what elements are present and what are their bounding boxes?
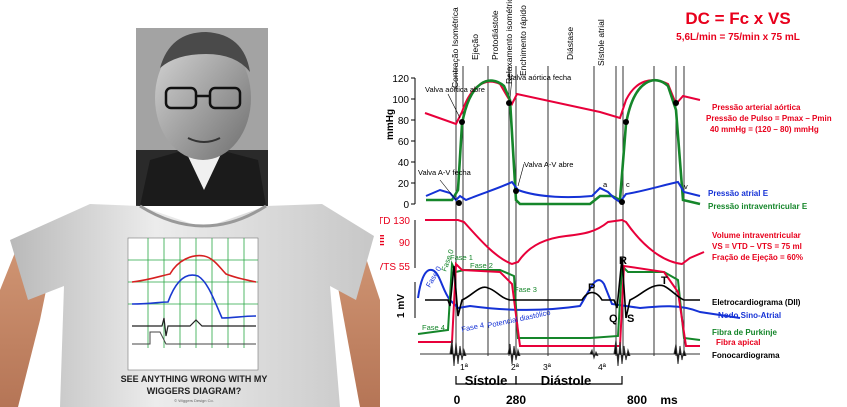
valve-dot [456, 200, 462, 206]
valve-dot [623, 119, 629, 125]
valve-event-dots [456, 100, 679, 206]
legend-atrial: Pressão atrial E [708, 189, 769, 198]
pressure-tick: 40 [398, 158, 410, 169]
wave-v-label: v [684, 182, 688, 191]
legend-apical: Fibra apical [716, 338, 760, 347]
pressure-tick: 80 [398, 116, 410, 127]
wave-c-label: c [626, 180, 630, 189]
ecg-trace [425, 257, 700, 319]
phase-lines [455, 66, 685, 356]
valve-dot [459, 119, 465, 125]
atrial-pressure-curve [425, 180, 701, 204]
pressure-tick: 100 [392, 95, 409, 106]
volume-axis: VTD 130 90 VTS 55 ml [380, 216, 416, 273]
ap-phase-label: Fase 4 [461, 320, 485, 334]
ap-diastolic-label: Potencial diastólico [487, 308, 552, 330]
pressure-tick: 20 [398, 179, 410, 190]
phase-label: Ejeção [470, 34, 480, 60]
valve-dot [513, 188, 519, 194]
wave-a-label: a [603, 180, 608, 189]
shirt-caption-line1: SEE ANYTHING WRONG WITH MY [121, 374, 268, 384]
head [155, 36, 251, 160]
legend-purkinje: Fibra de Purkinje [712, 328, 777, 337]
pressure-axis-label: mmHg [385, 109, 396, 140]
phase-label: Enchimento rápido [518, 5, 528, 76]
legend-aortic-title: Pressão arterial aórtica [712, 103, 801, 112]
ecg-wave-t: T [661, 275, 668, 287]
sa-node-ap [417, 268, 741, 319]
volume-curve [425, 218, 705, 266]
time-tick: 280 [506, 393, 526, 407]
legend-ventricular: Pressão intraventricular E [708, 202, 808, 211]
legend-ecg: Eletrocardiograma (DII) [712, 298, 801, 307]
phase-label: Relaxamento isométrico [504, 0, 514, 84]
ap-phase-label: Fase 3 [514, 285, 537, 294]
cardiac-output-formula: DC = Fc x VS [685, 9, 790, 28]
heart-sound-label: 3ª [543, 362, 552, 372]
av-opens-label: Valva A-V abre [524, 160, 573, 169]
phonocardiogram-trace [420, 339, 700, 367]
diastole-label: Diástole [541, 373, 592, 388]
systole-label: Sístole [465, 373, 508, 388]
shirt-caption-line2: WIGGERS DIAGRAM? [147, 386, 242, 396]
phase-label: Protodiástole [490, 10, 500, 60]
valve-dot [506, 100, 512, 106]
aortic-closes-label: Valva aórtica fecha [508, 73, 572, 82]
ap-phase-label: Fase 4 [422, 323, 445, 332]
volume-tick: VTS 55 [380, 262, 410, 273]
phase-label: Diástase [565, 27, 575, 60]
heart-sound-label: 2ª [511, 362, 520, 372]
action-potentials [417, 260, 741, 347]
av-closes-label: Valva A-V fecha [418, 168, 472, 177]
ecg-wave-r: R [619, 255, 627, 267]
ecg-axis-label: 1 mV [396, 294, 407, 318]
ap-phase-label: Fase 2 [470, 261, 493, 270]
pressure-tick: 0 [403, 200, 409, 211]
ecg-wave-p: P [588, 282, 595, 294]
cardiac-output-example: 5,6L/min = 75/min x 75 mL [676, 32, 800, 43]
ventricular-pressure-curve [426, 78, 701, 206]
ecg-wave-q: Q [609, 313, 618, 325]
valve-dot [673, 100, 679, 106]
cycle-brackets [455, 376, 623, 385]
photo-man-in-tshirt: SEE ANYTHING WRONG WITH MY WIGGERS DIAGR… [0, 28, 380, 407]
pressure-axis: 120 100 80 60 40 20 0 mmHg [385, 74, 416, 211]
shirt-credit: © Wiggers Design Co. [174, 398, 214, 403]
ecg-wave-s: S [627, 313, 634, 325]
volume-axis-label: ml [380, 234, 387, 246]
legend-sa-node: Nodo Sino-Atrial [718, 311, 781, 320]
legend-aortic-pulse: Pressão de Pulso = Pmax – Pmin [706, 114, 832, 123]
valve-dot [619, 199, 625, 205]
legend-volume-vs: VS = VTD – VTS = 75 ml [712, 242, 802, 251]
time-unit: ms [660, 393, 678, 407]
phase-label: Sístole atrial [596, 19, 606, 66]
legend-aortic-example: 40 mmHg = (120 – 80) mmHg [710, 125, 819, 134]
apical-ap [418, 261, 700, 347]
aortic-opens-label: Valva aórtica abre [425, 85, 485, 94]
phase-labels: Contração Isométrica Ejeção Protodiástol… [450, 0, 606, 88]
phase-label: Contração Isométrica [450, 7, 460, 88]
volume-tick: 90 [399, 238, 411, 249]
legend-volume-fe: Fração de Ejeção = 60% [712, 253, 803, 262]
legend-phono: Fonocardiograma [712, 351, 780, 360]
heart-sound-label: 1ª [460, 362, 469, 372]
heart-sound-label: 4ª [598, 362, 607, 372]
pressure-tick: 60 [398, 137, 410, 148]
shirt-mini-diagram [127, 237, 259, 371]
ap-phase-label: Fase 1 [450, 253, 473, 262]
volume-tick: VTD 130 [380, 216, 410, 227]
glasses [164, 86, 242, 110]
time-tick: 0 [454, 393, 461, 407]
wiggers-diagram: Contração Isométrica Ejeção Protodiástol… [380, 0, 832, 407]
time-tick: 800 [627, 393, 647, 407]
pressure-tick: 120 [392, 74, 409, 85]
legend-volume-title: Volume intraventricular [712, 231, 801, 240]
